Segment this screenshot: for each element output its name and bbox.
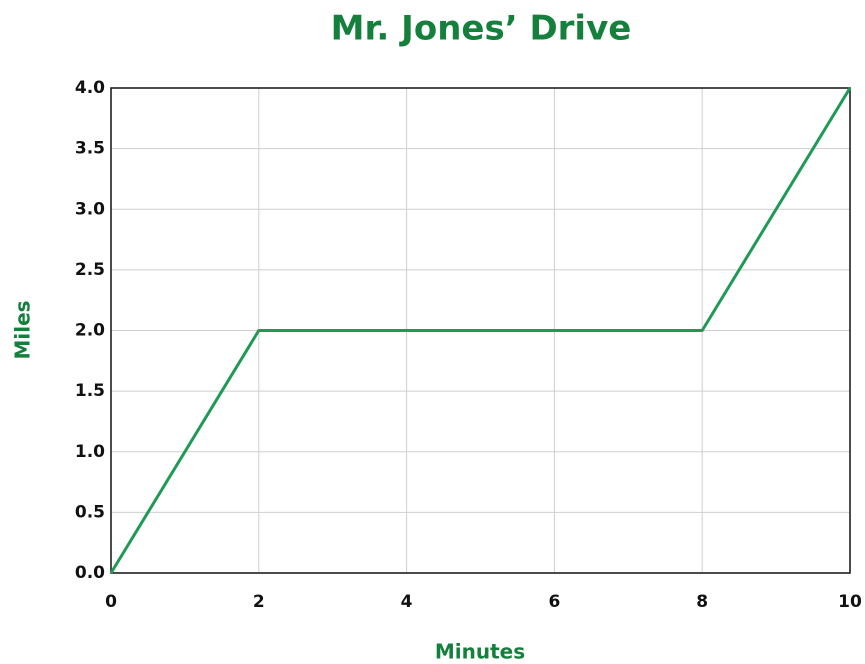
y-tick-label: 3.0 <box>75 199 105 219</box>
x-tick-label: 2 <box>253 592 265 612</box>
y-tick-label: 1.5 <box>75 381 105 401</box>
y-tick-label: 2.0 <box>75 321 105 341</box>
x-tick-label: 8 <box>696 592 708 612</box>
y-tick-label: 4.0 <box>75 78 105 98</box>
x-axis-label: Minutes <box>435 640 525 664</box>
x-tick-label: 0 <box>105 592 117 612</box>
data-line <box>109 87 852 574</box>
x-tick-label: 10 <box>838 592 862 612</box>
y-tick-label: 3.5 <box>75 139 105 159</box>
y-axis-label: Miles <box>11 300 35 359</box>
y-tick-label: 2.5 <box>75 260 105 280</box>
y-tick-label: 1.0 <box>75 442 105 462</box>
y-tick-label: 0.5 <box>75 502 105 522</box>
x-tick-label: 4 <box>401 592 413 612</box>
chart-title: Mr. Jones’ Drive <box>331 9 632 49</box>
y-tick-label: 0.0 <box>75 563 105 583</box>
plot-border <box>110 87 851 574</box>
x-tick-label: 6 <box>548 592 560 612</box>
